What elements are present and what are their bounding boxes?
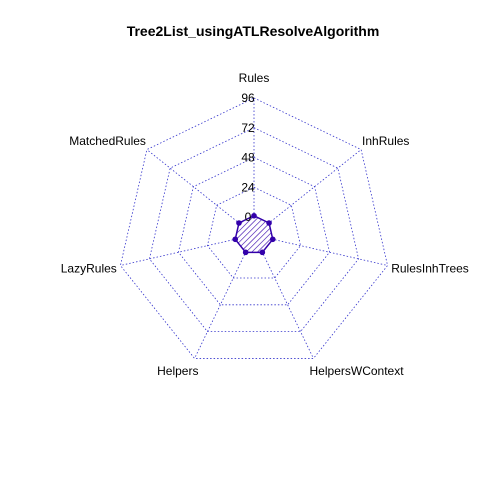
data-point-Helpers [242,249,249,256]
tick-label-96: 96 [241,91,255,105]
tick-label-72: 72 [241,121,255,135]
grid-ring-72 [149,127,359,333]
grid-spoke-MatchedRules [146,149,241,225]
grid-spoke-LazyRules [120,238,237,266]
axis-label-Rules: Rules [239,71,270,85]
axis-label-HelpersWContext: HelpersWContext [310,364,405,378]
grid-layer [120,97,388,359]
grid-ring-96 [120,97,388,359]
chart-title: Tree2List_usingATLResolveAlgorithm [127,23,380,39]
labels-layer: 0 24 48 72 96 Rules InhRules RulesInhTrees Helpe… [61,71,469,378]
data-point-RulesInhTrees [269,236,276,243]
axis-label-InhRules: InhRules [362,134,409,148]
tick-label-24: 24 [241,180,255,194]
grid-spoke-Helpers [194,251,247,359]
grid-ring-48 [178,157,330,306]
grid-ring-24 [207,186,301,279]
data-point-HelpersWContext [259,249,266,256]
data-point-Rules [251,212,257,219]
grid-spoke-HelpersWContext [261,251,314,359]
axis-label-RulesInhTrees: RulesInhTrees [391,262,469,276]
grid-spoke-RulesInhTrees [271,238,388,266]
axis-label-MatchedRules: MatchedRules [69,134,146,148]
data-point-InhRules [266,220,272,226]
tick-label-48: 48 [241,151,255,165]
tick-label-0: 0 [245,210,252,224]
axis-label-LazyRules: LazyRules [61,262,117,276]
data-point-MatchedRules [236,220,242,226]
series-layer [232,212,276,256]
axis-label-Helpers: Helpers [157,364,198,378]
grid-spoke-InhRules [267,149,362,225]
data-point-LazyRules [232,236,239,243]
